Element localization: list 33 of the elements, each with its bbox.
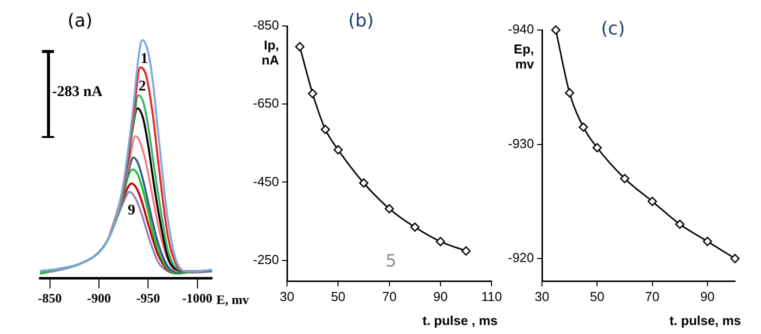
y-tick-label: -940 xyxy=(508,22,534,37)
x-tick-label: 70 xyxy=(645,288,660,304)
annotation: -283 nA xyxy=(52,84,102,101)
x-tick-label: -900 xyxy=(87,290,111,306)
x-tick-label: 110 xyxy=(481,288,502,304)
y-tick-label: -650 xyxy=(252,96,280,111)
x-tick-label: 90 xyxy=(433,288,448,304)
series-label: 1 xyxy=(140,50,148,67)
x-tick-label: 30 xyxy=(534,288,550,304)
chart-title: (a) xyxy=(67,10,93,32)
series-label: 9 xyxy=(128,202,136,219)
x-tick-label: 70 xyxy=(382,288,397,304)
y-tick-label: -250 xyxy=(252,252,280,267)
annotation: 5 xyxy=(386,251,396,272)
y-tick-label: -450 xyxy=(252,174,280,189)
y-tick-label: -850 xyxy=(252,18,280,33)
y-axis-title: Ip, nA xyxy=(262,38,280,68)
y-tick-label: -930 xyxy=(508,136,534,151)
x-tick-label: 30 xyxy=(280,288,294,304)
x-axis-title: t. pulse , ms xyxy=(422,312,498,328)
x-tick-label: -1000 xyxy=(182,290,212,306)
x-axis-title: E, mv xyxy=(216,292,250,307)
x-tick-label: -950 xyxy=(136,290,160,306)
x-tick-label: 50 xyxy=(590,288,604,304)
x-tick-label: -850 xyxy=(38,290,62,306)
x-tick-label: 50 xyxy=(330,288,346,304)
series-label: 2 xyxy=(138,78,146,94)
x-tick-label: 90 xyxy=(700,288,715,304)
chart-title: (b) xyxy=(348,10,374,32)
y-axis-title: Ep, mv xyxy=(514,42,535,72)
chart-title: (c) xyxy=(601,18,625,40)
x-axis-title: t. pulse, ms xyxy=(669,312,741,328)
y-tick-label: -920 xyxy=(508,250,534,266)
